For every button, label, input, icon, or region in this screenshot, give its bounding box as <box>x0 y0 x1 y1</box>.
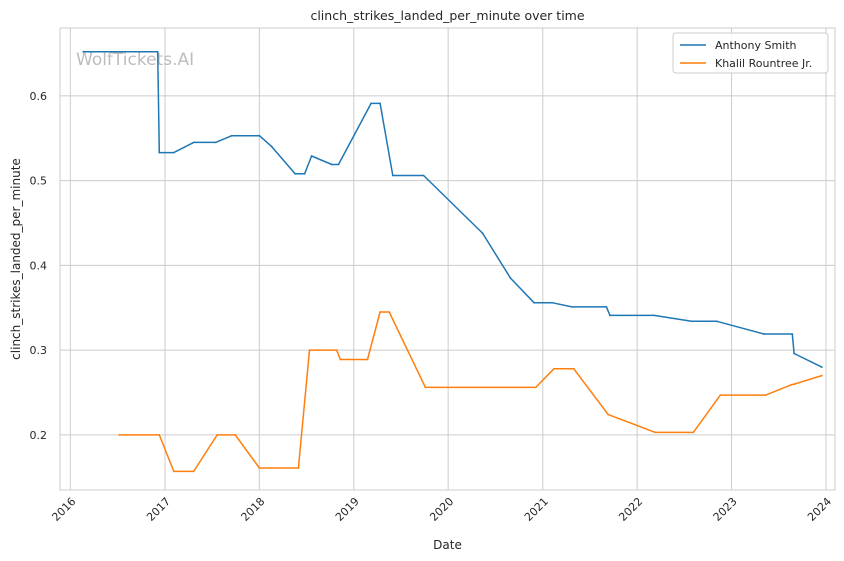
data-point <box>572 367 575 370</box>
series-line <box>83 50 823 368</box>
data-point <box>793 383 796 385</box>
data-point <box>609 314 611 317</box>
data-point <box>793 352 795 355</box>
series-anthony-smith <box>82 50 823 368</box>
data-point <box>763 333 765 335</box>
y-tick-label: 0.6 <box>30 90 48 103</box>
data-point <box>653 314 656 317</box>
data-point <box>379 311 381 313</box>
y-tick-label: 0.5 <box>30 175 48 188</box>
data-point <box>339 358 342 361</box>
chart-title: clinch_strikes_landed_per_minute over ti… <box>310 8 584 23</box>
y-tick-label: 0.4 <box>30 259 48 272</box>
data-point <box>234 434 237 436</box>
data-point <box>820 374 823 377</box>
legend-label: Khalil Rountree Jr. <box>715 57 812 70</box>
data-point <box>690 320 693 323</box>
data-point <box>422 174 425 177</box>
data-point <box>303 172 306 175</box>
data-point <box>790 384 792 386</box>
data-point <box>379 102 381 105</box>
data-point <box>308 349 311 351</box>
y-tick-label: 0.3 <box>30 344 48 357</box>
data-point <box>214 141 217 144</box>
data-point <box>654 431 657 434</box>
data-point <box>533 301 535 304</box>
data-point <box>551 301 553 304</box>
data-point <box>388 311 391 313</box>
y-axis-ticks: 0.2 0.3 0.4 0.5 0.6 <box>30 90 48 442</box>
legend: Anthony Smith Khalil Rountree Jr. <box>672 32 829 74</box>
watermark-text: WolfTickets.AI <box>76 50 194 70</box>
grid-lines <box>60 28 835 490</box>
data-point <box>230 134 233 137</box>
data-point <box>294 172 296 175</box>
data-point <box>553 367 555 370</box>
data-point <box>158 151 161 154</box>
data-point <box>424 386 427 389</box>
data-point <box>605 306 608 308</box>
data-point <box>509 277 512 279</box>
data-point <box>310 155 313 157</box>
data-point <box>715 320 718 323</box>
y-axis-title: clinch_strikes_landed_per_minute <box>9 158 23 360</box>
data-point <box>156 50 159 53</box>
legend-box <box>672 32 829 74</box>
data-point <box>820 366 823 368</box>
data-point <box>335 349 338 351</box>
data-point <box>764 394 767 396</box>
data-point <box>82 50 85 53</box>
data-point <box>719 394 722 396</box>
data-point <box>692 431 695 434</box>
plot-area-frame <box>59 27 836 491</box>
data-point <box>297 467 300 469</box>
y-tick-label: 0.2 <box>30 429 48 442</box>
data-point <box>172 470 175 473</box>
data-point <box>534 386 537 389</box>
data-point <box>337 163 340 166</box>
data-point <box>270 145 273 148</box>
legend-label: Anthony Smith <box>715 39 797 52</box>
data-point <box>192 141 195 144</box>
data-point <box>330 163 333 166</box>
data-point <box>607 413 610 416</box>
data-point <box>366 358 369 361</box>
data-point <box>258 467 261 469</box>
data-point <box>370 102 372 105</box>
series-layer <box>82 50 823 473</box>
data-point <box>258 134 261 137</box>
data-point <box>481 232 484 235</box>
data-point <box>118 434 121 436</box>
data-point <box>216 434 219 436</box>
data-point <box>791 333 794 335</box>
data-point <box>172 151 175 154</box>
data-point <box>391 174 394 177</box>
series-line <box>119 311 823 473</box>
data-point <box>192 470 195 473</box>
data-point <box>158 434 161 436</box>
series-khalil-rountree-jr <box>118 311 823 473</box>
data-point <box>571 306 573 308</box>
x-axis-title: Date <box>433 538 462 552</box>
